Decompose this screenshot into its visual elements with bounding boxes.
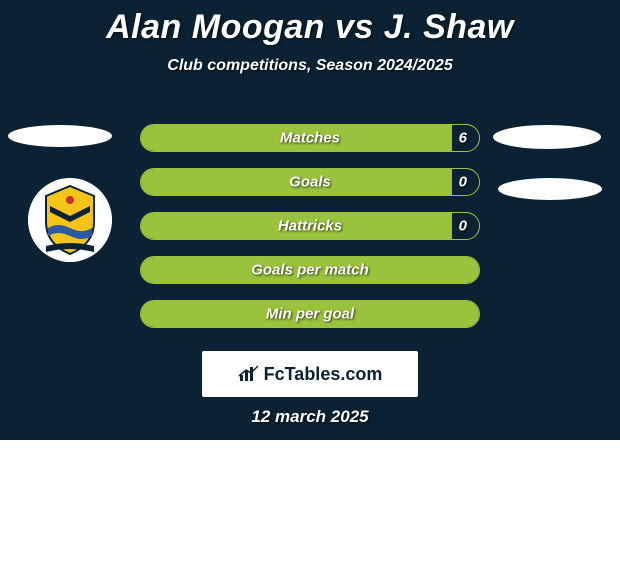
snapshot-date: 12 march 2025 [251,407,368,427]
stat-row-label: Matches [280,130,340,147]
stat-row: Goals per match [140,256,480,284]
stat-row-label: Hattricks [278,218,342,235]
page-title: Alan Moogan vs J. Shaw [0,0,620,47]
comparison-panel: Alan Moogan vs J. Shaw Club competitions… [0,0,620,440]
player-right-slot-2 [498,178,602,200]
page-subtitle: Club competitions, Season 2024/2025 [0,57,620,75]
stat-row-value: 6 [459,130,467,147]
player-right-slot-1 [493,125,601,149]
stat-row-label: Goals [289,174,331,191]
stats-container: Matches 6 Goals 0 Hattricks 0 Goals per match M… [140,124,480,344]
stat-row-label: Goals per match [251,262,369,279]
stat-row-label: Min per goal [266,306,354,323]
stat-row: Hattricks 0 [140,212,480,240]
bar-chart-icon [238,365,260,383]
brand-box: FcTables.com [202,351,418,397]
stat-row: Matches 6 [140,124,480,152]
brand-label: FcTables.com [238,364,383,385]
stat-row-value: 0 [459,174,467,191]
stat-row: Goals 0 [140,168,480,196]
player-left-slot [8,125,112,147]
stat-row-value: 0 [459,218,467,235]
brand-text: FcTables.com [264,364,383,385]
club-badge [28,178,112,262]
stat-row: Min per goal [140,300,480,328]
club-crest-icon [28,178,112,262]
